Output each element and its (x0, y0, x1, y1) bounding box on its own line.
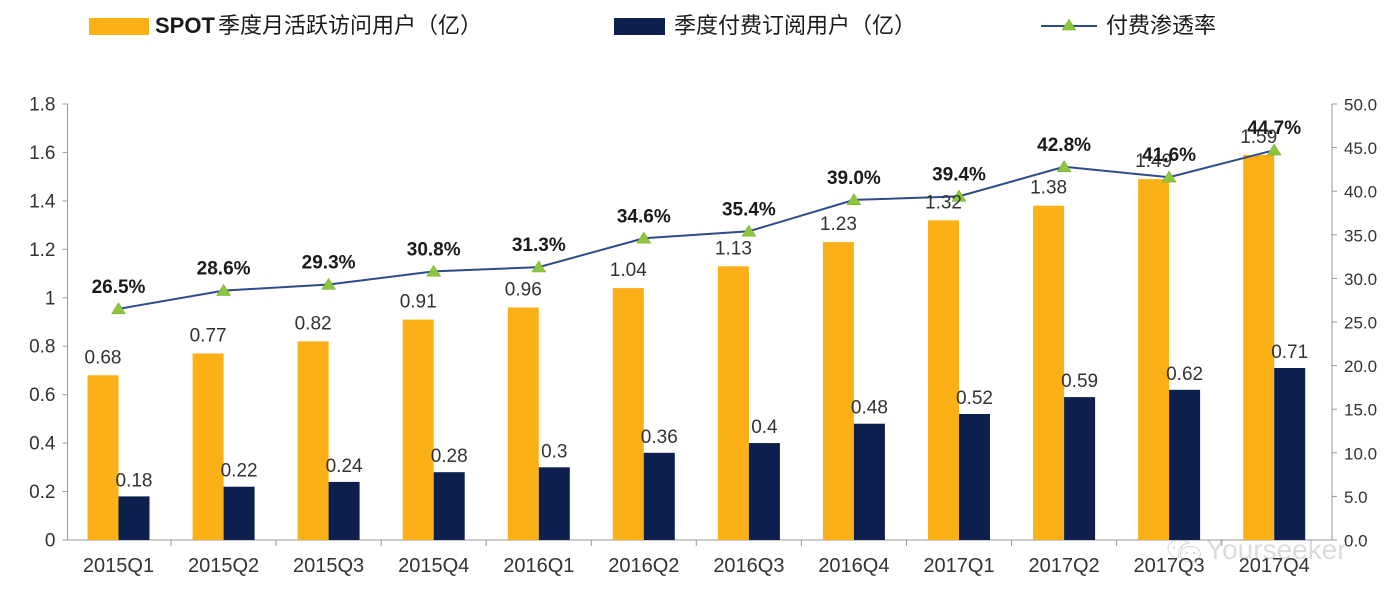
svg-text:25.0: 25.0 (1344, 314, 1377, 333)
svg-text:0.68: 0.68 (85, 347, 122, 368)
svg-text:1.38: 1.38 (1030, 178, 1067, 199)
svg-text:0.59: 0.59 (1061, 371, 1098, 392)
svg-text:0.18: 0.18 (116, 470, 153, 491)
svg-text:0.62: 0.62 (1166, 364, 1203, 385)
svg-text:付费渗透率: 付费渗透率 (1106, 13, 1216, 38)
svg-text:41.6%: 41.6% (1142, 145, 1196, 166)
svg-text:2015Q4: 2015Q4 (398, 555, 469, 577)
svg-text:2017Q3: 2017Q3 (1134, 555, 1205, 577)
svg-text:0.2: 0.2 (29, 482, 55, 503)
svg-text:39.4%: 39.4% (932, 164, 986, 185)
svg-text:29.3%: 29.3% (302, 253, 356, 274)
svg-text:2017Q2: 2017Q2 (1029, 555, 1100, 577)
svg-text:5.0: 5.0 (1344, 488, 1368, 507)
svg-text:0: 0 (45, 531, 56, 552)
svg-text:0.71: 0.71 (1271, 342, 1308, 363)
svg-text:2017Q1: 2017Q1 (923, 555, 994, 577)
svg-text:2016Q2: 2016Q2 (608, 555, 679, 577)
svg-text:1.04: 1.04 (610, 260, 647, 281)
svg-text:28.6%: 28.6% (197, 259, 251, 280)
svg-text:0.28: 0.28 (431, 446, 468, 467)
svg-text:45.0: 45.0 (1344, 139, 1377, 158)
svg-text:1.8: 1.8 (29, 95, 55, 116)
svg-text:1.6: 1.6 (29, 143, 55, 164)
svg-text:2016Q4: 2016Q4 (818, 555, 889, 577)
svg-text:35.0: 35.0 (1344, 226, 1377, 245)
svg-text:1.2: 1.2 (29, 240, 55, 261)
svg-text:0.52: 0.52 (956, 388, 993, 409)
svg-text:30.8%: 30.8% (407, 239, 461, 260)
svg-text:44.7%: 44.7% (1247, 118, 1301, 139)
svg-text:0.96: 0.96 (505, 280, 542, 301)
svg-text:26.5%: 26.5% (92, 277, 146, 298)
svg-text:1.4: 1.4 (29, 191, 56, 212)
svg-text:50.0: 50.0 (1344, 96, 1377, 115)
svg-text:0.0: 0.0 (1344, 532, 1368, 551)
svg-text:2016Q3: 2016Q3 (713, 555, 784, 577)
svg-text:1.32: 1.32 (925, 192, 962, 213)
svg-text:30.0: 30.0 (1344, 270, 1377, 289)
svg-text:40.0: 40.0 (1344, 183, 1377, 202)
svg-text:0.22: 0.22 (221, 461, 258, 482)
svg-text:2016Q1: 2016Q1 (503, 555, 574, 577)
svg-text:20.0: 20.0 (1344, 357, 1377, 376)
svg-text:季度付费订阅用户（亿）: 季度付费订阅用户（亿） (674, 13, 916, 38)
svg-text:0.6: 0.6 (29, 385, 55, 406)
svg-text:35.4%: 35.4% (722, 199, 776, 220)
svg-text:2015Q2: 2015Q2 (188, 555, 259, 577)
svg-text:31.3%: 31.3% (512, 235, 566, 256)
svg-text:0.91: 0.91 (400, 292, 437, 313)
svg-text:2015Q1: 2015Q1 (83, 555, 154, 577)
svg-text:0.4: 0.4 (751, 417, 778, 438)
svg-text:10.0: 10.0 (1344, 444, 1377, 463)
svg-text:0.4: 0.4 (29, 434, 56, 455)
svg-text:0.36: 0.36 (641, 427, 678, 448)
svg-text:39.0%: 39.0% (827, 168, 881, 189)
svg-text:0.24: 0.24 (326, 456, 363, 477)
svg-text:0.82: 0.82 (295, 313, 332, 334)
svg-text:1: 1 (45, 288, 56, 309)
svg-text:1.23: 1.23 (820, 214, 857, 235)
svg-text:2015Q3: 2015Q3 (293, 555, 364, 577)
svg-text:0.3: 0.3 (541, 441, 567, 462)
svg-text:34.6%: 34.6% (617, 206, 671, 227)
svg-text:1.13: 1.13 (715, 238, 752, 259)
svg-text:42.8%: 42.8% (1037, 135, 1091, 156)
svg-text:0.48: 0.48 (851, 398, 888, 419)
svg-text:Yourseeker: Yourseeker (1206, 534, 1347, 565)
svg-text:季度月活跃访问用户（亿）: 季度月活跃访问用户（亿） (218, 13, 482, 38)
svg-text:15.0: 15.0 (1344, 401, 1377, 420)
svg-text:SPOT: SPOT (155, 13, 215, 38)
svg-text:0.77: 0.77 (190, 326, 227, 347)
svg-text:0.8: 0.8 (29, 337, 55, 358)
